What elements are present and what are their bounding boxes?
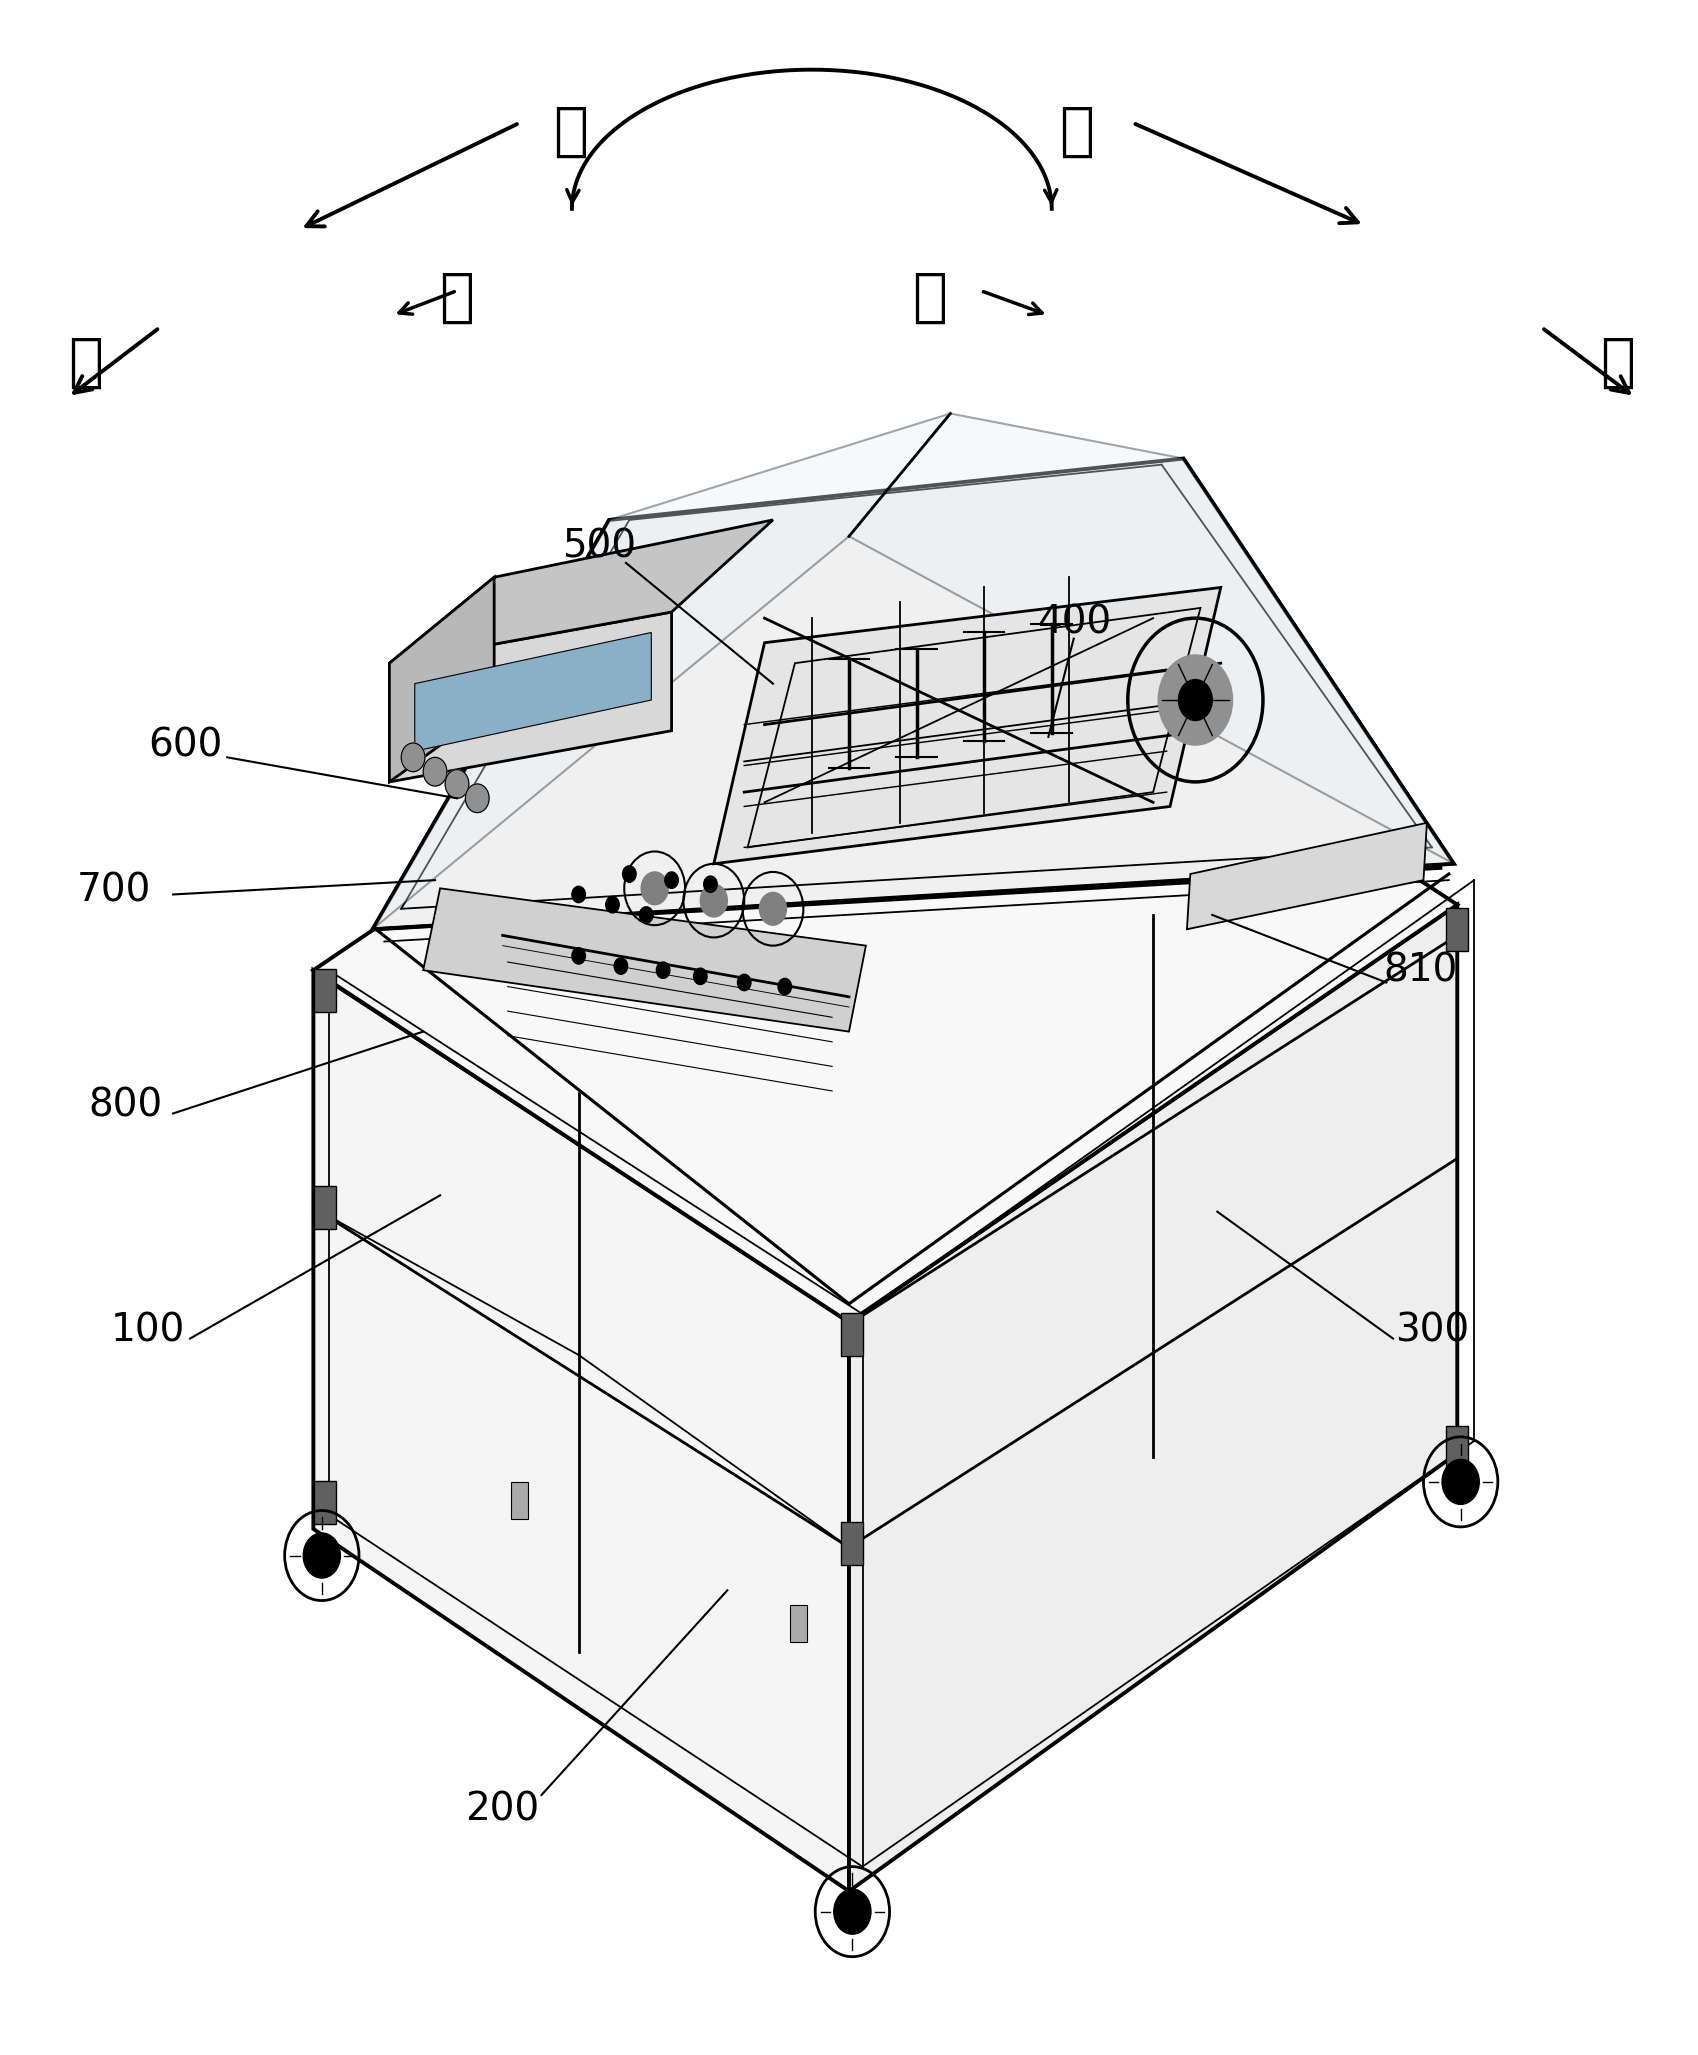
Polygon shape [713,588,1221,863]
Text: 逆: 逆 [440,269,474,325]
Circle shape [623,865,637,882]
Text: 200: 200 [465,1790,540,1829]
Polygon shape [849,413,1453,863]
Text: 300: 300 [1394,1311,1469,1350]
Polygon shape [389,520,773,664]
Polygon shape [314,1186,336,1229]
Circle shape [703,875,717,892]
Polygon shape [389,612,672,781]
Circle shape [737,974,751,991]
Circle shape [657,962,671,978]
Polygon shape [372,413,951,929]
Polygon shape [1447,908,1469,951]
Circle shape [465,783,489,812]
Circle shape [615,958,628,974]
Polygon shape [314,557,1457,1321]
Text: 前: 前 [68,333,104,390]
Text: 500: 500 [562,528,637,565]
Circle shape [778,978,791,995]
Polygon shape [372,458,1453,929]
Circle shape [572,886,586,902]
Polygon shape [423,888,866,1032]
Polygon shape [842,1523,863,1564]
Polygon shape [1447,1426,1469,1469]
Text: 顺: 顺 [912,269,947,325]
Bar [511,1482,528,1519]
Text: 后: 后 [554,103,588,160]
Circle shape [445,771,469,797]
Circle shape [693,968,706,984]
Text: 800: 800 [88,1087,163,1124]
Polygon shape [314,1482,336,1523]
Text: 右: 右 [1600,333,1635,390]
Circle shape [423,758,447,785]
Text: 左: 左 [1060,103,1095,160]
Circle shape [666,871,678,888]
Bar [790,1605,807,1642]
Text: 600: 600 [148,725,222,764]
Polygon shape [314,970,336,1011]
Polygon shape [389,577,494,781]
Polygon shape [849,904,1457,1891]
Text: 100: 100 [110,1311,185,1350]
Circle shape [304,1533,340,1578]
Polygon shape [414,633,652,752]
Circle shape [606,896,620,912]
Circle shape [1178,680,1212,721]
Text: 810: 810 [1382,951,1457,988]
Text: 400: 400 [1036,604,1110,641]
Text: 700: 700 [76,871,151,910]
Circle shape [834,1889,871,1934]
Circle shape [700,884,727,917]
Circle shape [759,892,786,925]
Polygon shape [842,1313,863,1356]
Circle shape [642,871,669,904]
Circle shape [640,906,654,923]
Polygon shape [314,970,849,1891]
Circle shape [572,947,586,964]
Polygon shape [1187,822,1426,929]
Circle shape [1158,656,1233,746]
Circle shape [401,744,424,773]
Circle shape [1442,1459,1479,1504]
